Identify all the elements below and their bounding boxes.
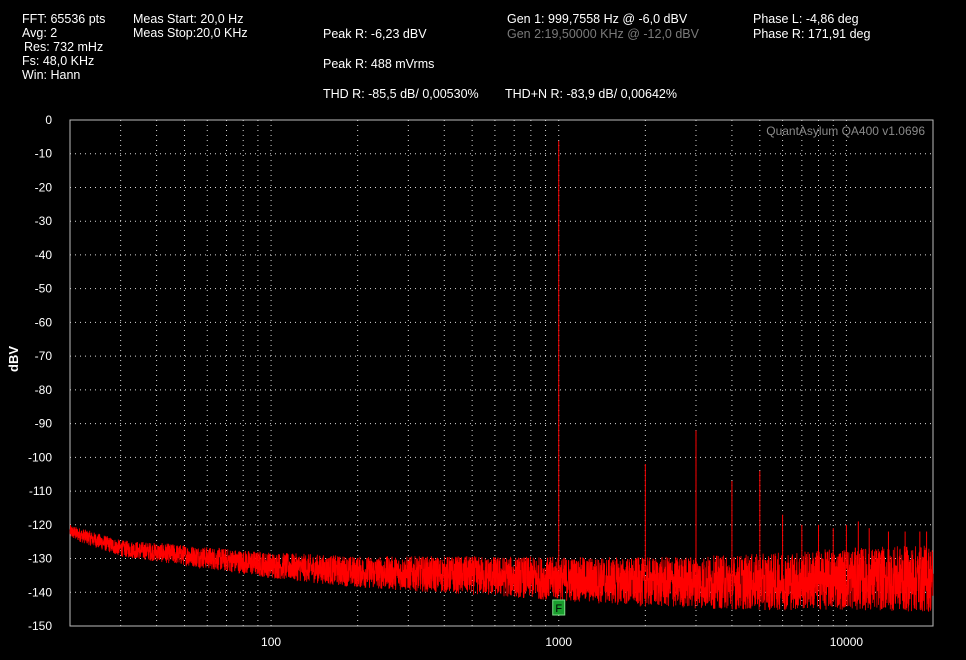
y-tick-label: -50 [35, 282, 53, 296]
noise-floor-trace [69, 524, 934, 612]
y-tick-label: -20 [35, 180, 53, 194]
phase-l: Phase L: -4,86 deg [753, 12, 859, 26]
fs-label: Fs: 48,0 KHz [22, 54, 95, 68]
thdn-r: THD+N R: -83,9 dB/ 0,00642% [505, 87, 677, 101]
plot-frame [69, 119, 934, 627]
fundamental-marker-label: F [555, 603, 562, 615]
y-tick-label: -110 [29, 484, 52, 498]
x-tick-label: 10000 [830, 635, 864, 649]
avg-label: Avg: 2 [22, 26, 58, 40]
x-tick-label: 100 [261, 635, 281, 649]
meas-start-label: Meas Start: 20,0 Hz [133, 12, 244, 26]
peak-r-dbv: Peak R: -6,23 dBV [323, 27, 427, 41]
peak-r-vrms: Peak R: 488 mVrms [323, 57, 435, 71]
y-tick-label: -40 [35, 248, 53, 262]
thd-r: THD R: -85,5 dB/ 0,00530% [323, 87, 479, 101]
win-label: Win: Hann [22, 68, 81, 82]
y-tick-label: -80 [35, 383, 53, 397]
fundamental-marker [552, 599, 566, 616]
x-tick-label: 1000 [545, 635, 572, 649]
y-tick-label: -60 [35, 315, 53, 329]
y-tick-label: 0 [45, 113, 52, 127]
y-tick-label: -130 [28, 552, 52, 566]
gen1-label: Gen 1: 999,7558 Hz @ -6,0 dBV [507, 12, 688, 26]
res-label: Res: 732 mHz [24, 40, 104, 54]
y-tick-label: -100 [28, 450, 52, 464]
y-tick-label: -150 [28, 619, 52, 633]
y-tick-label: -10 [35, 147, 53, 161]
y-tick-label: -140 [28, 585, 52, 599]
phase-r: Phase R: 171,91 deg [753, 27, 871, 41]
y-tick-label: -120 [28, 518, 52, 532]
meas-stop-label: Meas Stop:20,0 KHz [133, 26, 248, 40]
y-tick-label: -90 [35, 417, 53, 431]
gen2-label: Gen 2:19,50000 KHz @ -12,0 dBV [507, 27, 699, 41]
y-tick-label: -30 [35, 214, 53, 228]
fft-label: FFT: 65536 pts [22, 12, 106, 26]
y-tick-label: -70 [35, 349, 53, 363]
watermark: QuantAsylum QA400 v1.0696 [766, 124, 925, 138]
